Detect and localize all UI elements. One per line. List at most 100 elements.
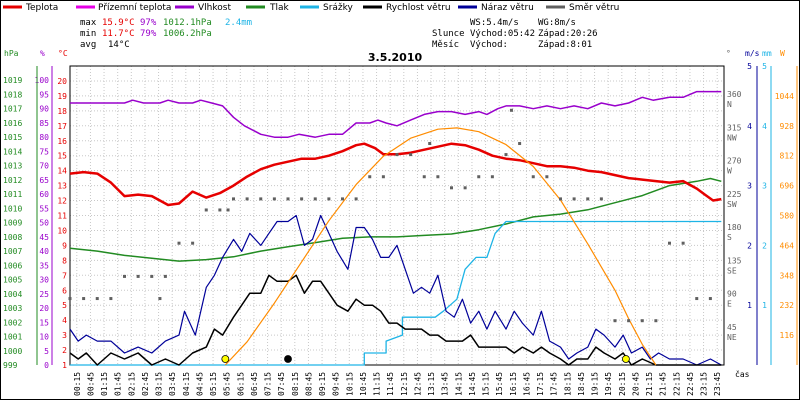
- tick-label-degc: 10: [57, 226, 67, 235]
- wind-direction-point: [668, 241, 671, 245]
- series-line-teplota: [69, 142, 722, 207]
- tick-label-hpa: 1018: [3, 90, 22, 99]
- wind-direction-point: [245, 197, 249, 201]
- tick-label-pct: 25: [39, 290, 49, 299]
- tick-label-time: 16:45: [522, 372, 531, 396]
- axis-unit-pct: %: [40, 49, 45, 58]
- wind-direction-point: [559, 197, 562, 201]
- legend-label: Rychlost větru: [386, 3, 451, 13]
- tick-label-wind-dir: 135: [727, 256, 742, 265]
- tick-label-w: 812: [780, 152, 795, 161]
- wind-direction-point: [368, 175, 372, 179]
- tick-label-pct: 100: [35, 76, 50, 85]
- tick-label-wind-cardinal: SW: [727, 200, 737, 209]
- tick-label-time: 09:15: [318, 372, 327, 396]
- tick-label-time: 12:15: [400, 372, 409, 396]
- tick-label-w: 696: [780, 182, 795, 191]
- tick-label-pct: 80: [39, 133, 49, 142]
- legend-item-vlhkost: Vlhkost: [175, 3, 231, 13]
- tick-label-time: 22:45: [686, 372, 695, 396]
- tick-label-w: 348: [780, 271, 795, 280]
- wind-direction-point: [708, 297, 712, 301]
- tick-label-degc: 18: [57, 107, 67, 116]
- wind-direction-point: [490, 175, 494, 179]
- tick-label-pct: 30: [39, 276, 49, 285]
- legend-label: Směr větru: [569, 3, 619, 13]
- tick-label-pct: 55: [39, 204, 49, 213]
- legend-label: Srážky: [323, 3, 354, 13]
- tick-label-hpa: 1000: [3, 347, 22, 356]
- tick-label-time: 01:15: [100, 372, 109, 396]
- tick-label-pct: 50: [39, 219, 49, 228]
- legend-item-rychlost-vetru: Rychlost větru: [363, 3, 451, 13]
- stat-max-hum: 97%: [140, 18, 157, 28]
- stat-avg-temp: 14°C: [108, 40, 130, 50]
- axis-unit-hpa: hPa: [4, 49, 19, 58]
- tick-label-wind-cardinal: SE: [727, 266, 737, 275]
- tick-label-time: 09:45: [332, 372, 341, 396]
- wind-direction-point: [640, 319, 644, 323]
- tick-label-time: 21:15: [645, 372, 654, 396]
- wind-direction-point: [436, 175, 440, 179]
- tick-label-pct: 90: [39, 105, 49, 114]
- tick-label-time: 00:15: [73, 372, 82, 396]
- wind-direction-point: [518, 142, 522, 146]
- tick-label-time: 02:45: [141, 372, 150, 396]
- tick-label-pct: 35: [39, 261, 49, 270]
- tick-label-time: 20:15: [618, 372, 627, 396]
- tick-label-pct: 40: [39, 247, 49, 256]
- tick-label-hpa: 1005: [3, 276, 22, 285]
- wind-direction-point: [428, 142, 432, 146]
- tick-label-time: 06:15: [236, 372, 245, 396]
- tick-label-hpa: 1008: [3, 233, 22, 242]
- axis-unit-deg: °: [726, 49, 731, 58]
- tick-label-pct: 65: [39, 176, 49, 185]
- tick-label-ms: 2: [747, 241, 752, 250]
- tick-label-degc: 14: [57, 167, 67, 176]
- wind-direction-point: [409, 153, 413, 157]
- wind-direction-point: [341, 197, 344, 201]
- wind-direction-point: [354, 197, 358, 201]
- stat-max-press: 1012.1hPa: [163, 18, 212, 28]
- series-line-rychlost-v-tru: [69, 274, 722, 366]
- tick-label-w: 116: [780, 331, 795, 340]
- wind-direction-point: [422, 175, 426, 179]
- wind-direction-point: [177, 241, 181, 245]
- tick-label-mm: 3: [762, 182, 767, 191]
- legend-item-tlak: Tlak: [246, 3, 290, 13]
- tick-label-time: 23:15: [700, 372, 709, 396]
- tick-label-time: 22:15: [672, 372, 681, 396]
- legend-item-teplota: Teplota: [3, 3, 58, 13]
- stat-max-temp: 15.9°C: [102, 18, 135, 28]
- tick-label-time: 11:15: [373, 372, 382, 396]
- tick-label-time: 20:45: [631, 372, 640, 396]
- axis-unit-degc: °C: [58, 49, 68, 58]
- tick-label-pct: 45: [39, 233, 49, 242]
- wind-direction-point: [681, 241, 685, 245]
- tick-label-degc: 16: [57, 137, 67, 146]
- tick-label-time: 16:15: [509, 372, 518, 396]
- tick-label-w: 580: [780, 212, 795, 221]
- series-line-tlak: [69, 177, 722, 262]
- tick-label-time: 21:45: [659, 372, 668, 396]
- tick-label-hpa: 1001: [3, 333, 22, 342]
- tick-label-hpa: 999: [3, 361, 18, 370]
- tick-label-mm: 1: [762, 301, 767, 310]
- tick-label-pct: 20: [39, 304, 49, 313]
- tick-label-degc: 3: [62, 331, 67, 340]
- tick-label-time: 19:45: [604, 372, 613, 396]
- stat-min-hum: 79%: [140, 29, 157, 39]
- tick-label-time: 15:15: [482, 372, 491, 396]
- wind-direction-point: [327, 197, 331, 201]
- tick-label-hpa: 1006: [3, 261, 22, 270]
- legend-item-smer-vetru: Směr větru: [546, 3, 619, 13]
- tick-label-time: 17:15: [536, 372, 545, 396]
- tick-label-time: 10:15: [345, 372, 354, 396]
- tick-label-w: 928: [780, 122, 795, 131]
- tick-label-wind-cardinal: NW: [727, 133, 737, 142]
- tick-label-wind-dir: 180: [727, 223, 742, 232]
- wind-direction-point: [68, 297, 72, 301]
- tick-label-degc: 7: [62, 271, 67, 280]
- tick-label-pct: 75: [39, 147, 49, 156]
- tick-label-degc: 5: [62, 301, 67, 310]
